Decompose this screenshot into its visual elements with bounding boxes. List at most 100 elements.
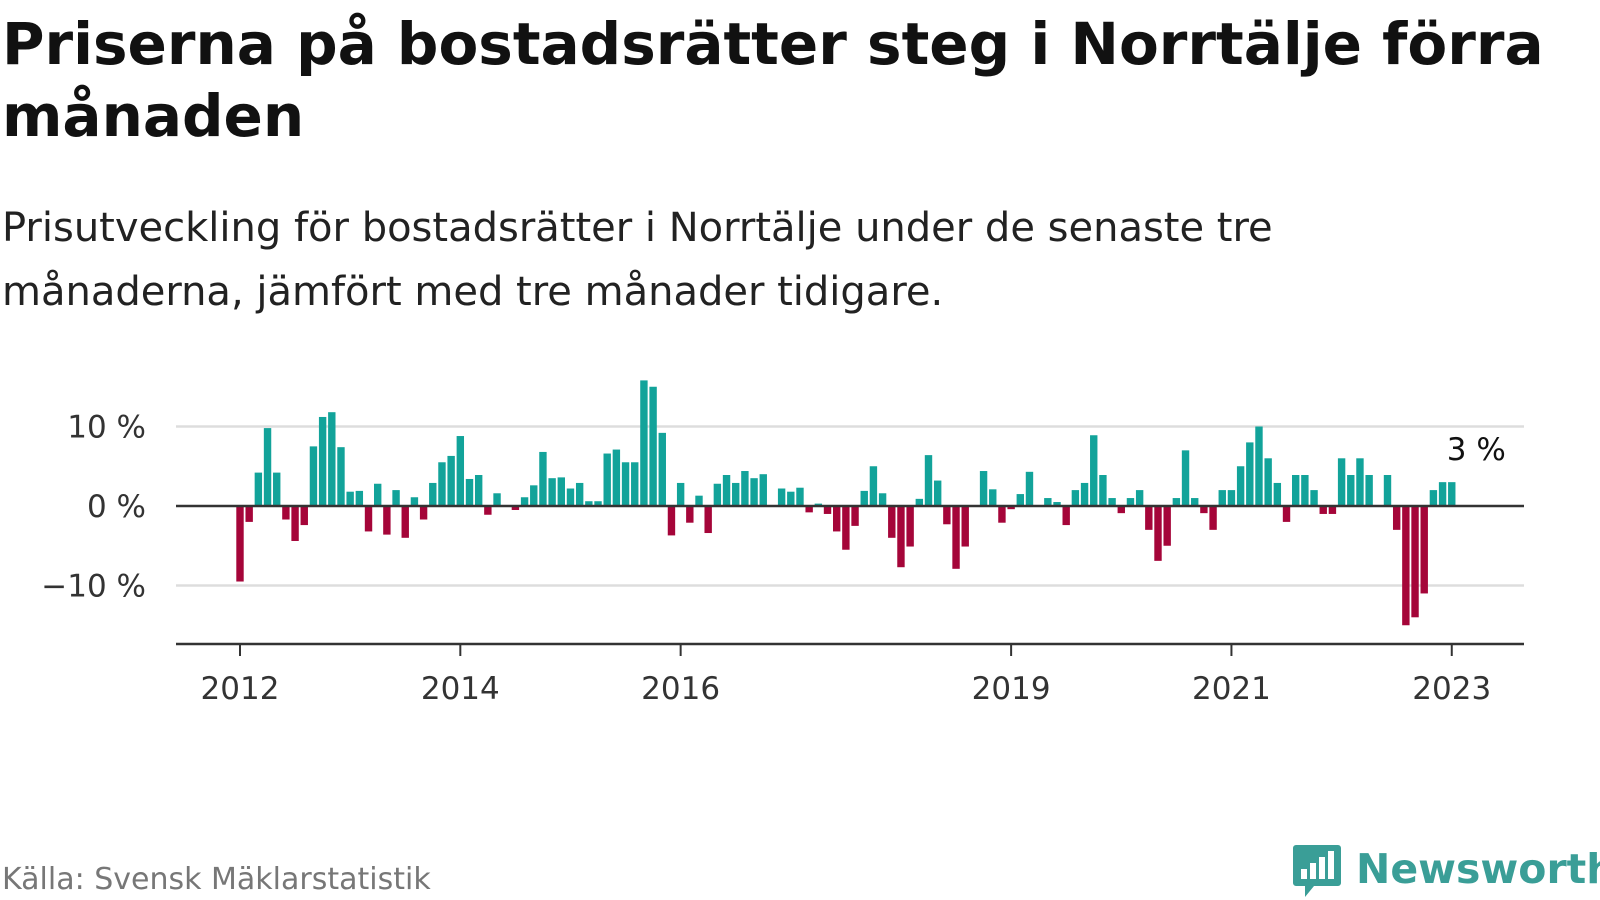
bar — [1301, 475, 1309, 506]
bar — [1163, 506, 1171, 546]
bar — [1209, 506, 1217, 530]
bar — [658, 432, 666, 506]
bar — [713, 483, 722, 506]
bar — [291, 506, 299, 541]
bar — [1099, 475, 1107, 506]
bar — [1126, 498, 1135, 506]
x-tick-label: 2021 — [1192, 671, 1271, 707]
bar — [245, 506, 253, 522]
bar-chart-speech-bubble-icon — [1293, 845, 1341, 897]
bar — [557, 477, 565, 506]
latest-value-label: 3 % — [1447, 432, 1506, 468]
bar — [1062, 506, 1070, 526]
bar — [1080, 482, 1089, 506]
bar — [906, 506, 914, 547]
bar — [410, 497, 419, 506]
bar — [530, 485, 538, 506]
bar — [1282, 506, 1291, 522]
bar — [484, 506, 492, 515]
bar — [401, 506, 409, 538]
bar — [722, 475, 731, 506]
bar — [1007, 506, 1015, 510]
bar — [493, 493, 501, 506]
bar — [594, 501, 602, 506]
bar — [676, 482, 685, 506]
bar — [732, 482, 740, 506]
bar — [979, 471, 988, 506]
bar — [667, 506, 676, 536]
bar — [1025, 471, 1034, 506]
bar — [805, 506, 813, 513]
bar — [1448, 482, 1456, 506]
x-tick-label: 2016 — [641, 671, 720, 707]
x-tick-label: 2012 — [201, 671, 280, 707]
bar — [796, 487, 804, 506]
bar — [328, 412, 336, 506]
bar — [318, 416, 327, 506]
bar — [456, 436, 465, 506]
bar — [465, 478, 474, 506]
bar — [759, 474, 767, 506]
bar — [777, 488, 786, 506]
bar — [236, 506, 244, 582]
bar — [1383, 475, 1392, 506]
bar — [392, 490, 400, 506]
bar — [1365, 475, 1373, 506]
bar — [566, 488, 575, 506]
bar — [1108, 498, 1116, 506]
bar — [374, 483, 382, 506]
bar — [897, 506, 905, 568]
bar — [695, 495, 703, 506]
bar — [273, 472, 281, 506]
bar — [842, 506, 850, 550]
bar — [1135, 490, 1144, 506]
x-tick-label: 2014 — [421, 671, 500, 707]
bar — [1117, 506, 1125, 514]
bar — [750, 478, 758, 506]
bar — [355, 490, 364, 506]
bar — [1071, 490, 1080, 506]
bar — [686, 506, 694, 523]
bar — [1172, 498, 1181, 506]
bar — [649, 386, 657, 506]
bar — [309, 446, 318, 507]
bar — [364, 506, 373, 532]
bar — [631, 462, 639, 506]
bar — [1420, 506, 1428, 594]
bar — [787, 491, 795, 506]
bar — [851, 506, 859, 526]
bar — [1236, 466, 1245, 506]
x-tick-label: 2023 — [1412, 671, 1491, 707]
newsworthy-logo[interactable]: Newsworthy — [1292, 843, 1600, 899]
chart-title: Priserna på bostadsrätter steg i Norrtäl… — [2, 10, 1544, 150]
bar — [833, 506, 841, 532]
bar — [989, 489, 997, 506]
bar — [1392, 506, 1401, 530]
bar — [704, 506, 712, 534]
bar — [1255, 426, 1263, 506]
bar — [1347, 475, 1355, 506]
bar — [1227, 490, 1236, 506]
bar — [520, 497, 529, 506]
bar — [915, 498, 924, 506]
bar — [1191, 498, 1199, 506]
bar — [943, 506, 951, 525]
bar — [585, 501, 593, 506]
bar — [383, 506, 391, 535]
y-tick-label: −10 % — [41, 569, 146, 605]
x-tick-label: 2019 — [972, 671, 1051, 707]
y-tick-label: 10 % — [67, 410, 146, 446]
bar — [1438, 482, 1447, 506]
axes — [176, 504, 1524, 656]
bar — [869, 466, 878, 506]
bar — [924, 455, 933, 506]
bars — [236, 380, 1456, 626]
bar — [933, 480, 942, 506]
bar — [1200, 506, 1208, 514]
bar — [548, 478, 556, 506]
bar — [1319, 506, 1327, 514]
bar — [429, 482, 437, 506]
bar — [447, 455, 455, 506]
bar — [539, 451, 547, 506]
